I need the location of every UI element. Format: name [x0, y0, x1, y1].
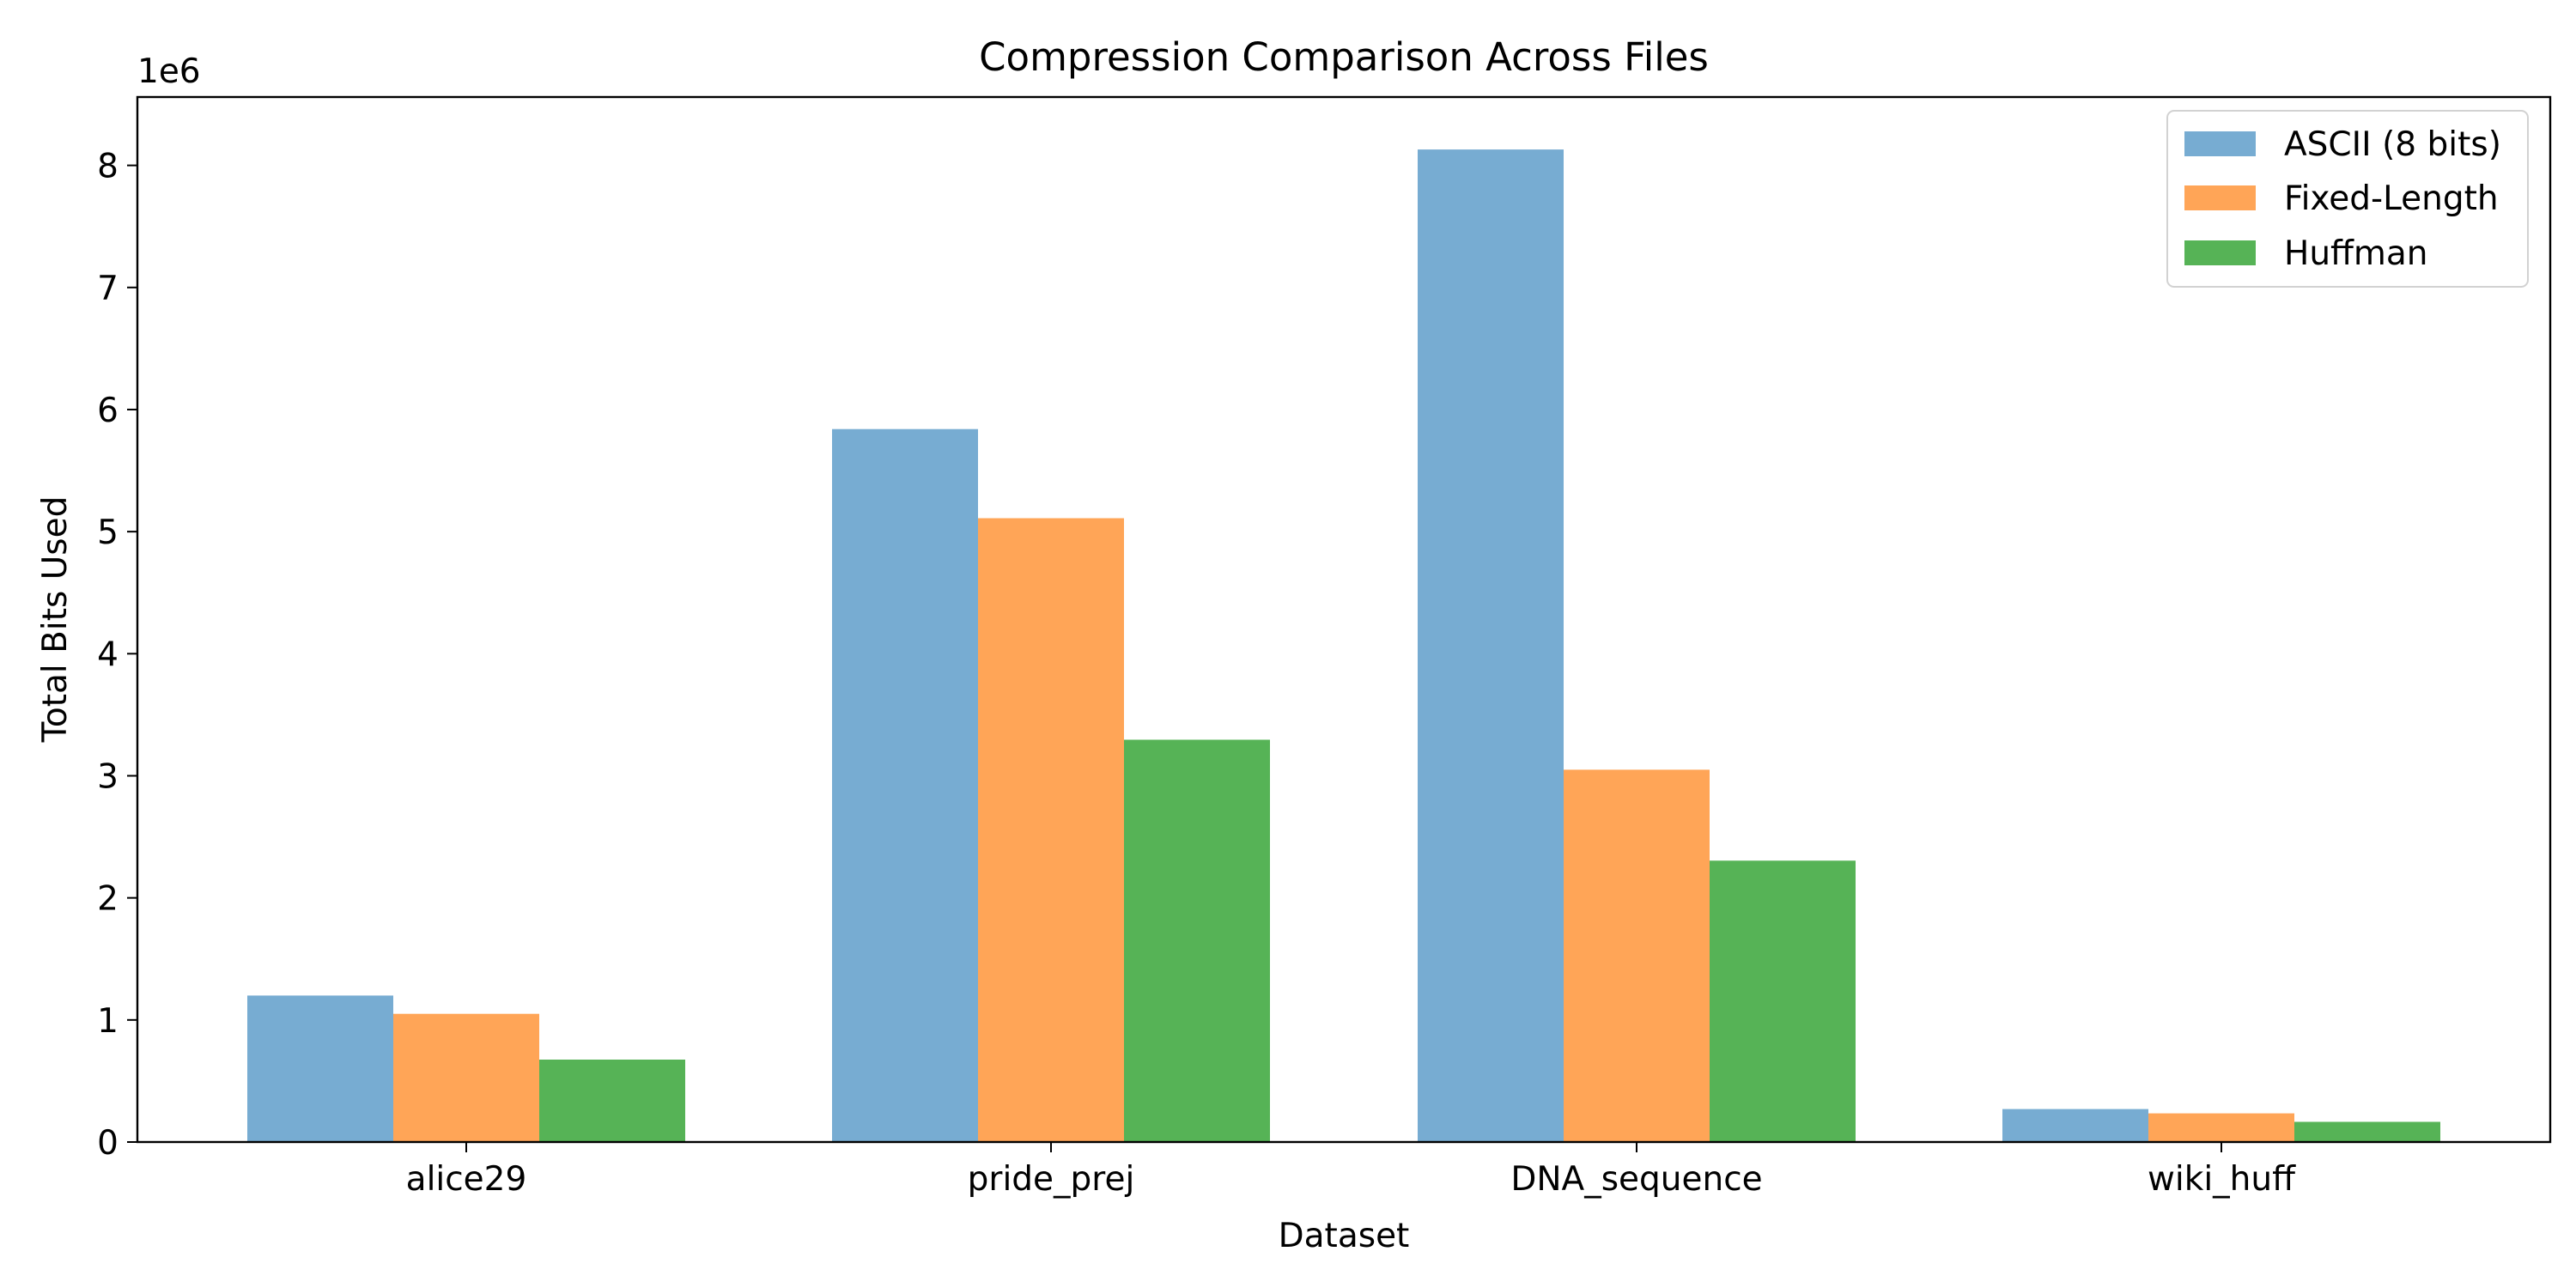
legend-swatch-huffman: [2184, 240, 2256, 265]
y-tick-label-5: 5: [97, 513, 118, 552]
y-tick-label-4: 4: [97, 635, 118, 674]
bar-pride-prej-huffman: [1124, 739, 1270, 1142]
y-tick-label-1: 1: [97, 1002, 118, 1041]
bar-pride-prej-fixed-length: [978, 518, 1124, 1142]
bar-wiki-huff-huffman: [2294, 1121, 2440, 1142]
legend-swatch-ascii: [2184, 131, 2256, 156]
x-tick-label-pride-prej: pride_prej: [968, 1160, 1135, 1199]
legend-box: [2166, 110, 2529, 288]
bars-layer: [247, 149, 2440, 1143]
y-tick-label-8: 8: [97, 148, 118, 186]
bar-dna-sequence-fixed-length: [1564, 769, 1710, 1142]
bar-wiki-huff-ascii-8-bits: [2002, 1109, 2148, 1142]
y-tick-label-3: 3: [97, 757, 118, 796]
y-tick-label-6: 6: [97, 392, 118, 430]
y-tick-label-2: 2: [97, 880, 118, 919]
bar-dna-sequence-ascii-8-bits: [1418, 149, 1564, 1143]
legend: ASCII (8 bits) Fixed-Length Huffman: [2166, 110, 2529, 288]
legend-label-fixed-length: Fixed-Length: [2284, 179, 2499, 218]
bar-alice29-huffman: [539, 1060, 685, 1142]
plot-frame: [136, 95, 2552, 1144]
legend-swatch-fixed-length: [2184, 185, 2256, 210]
y-tick-label-7: 7: [97, 270, 118, 308]
y-axis-label: Total Bits Used: [36, 496, 75, 744]
bar-dna-sequence-huffman: [1710, 860, 1856, 1142]
bar-wiki-huff-fixed-length: [2148, 1113, 2294, 1142]
chart-title: Compression Comparison Across Files: [979, 34, 1709, 80]
legend-label-ascii: ASCII (8 bits): [2284, 125, 2501, 164]
x-tick-label-dna-sequence: DNA_sequence: [1510, 1160, 1762, 1199]
ticks-layer: 0 1 2 3 4 5 6 7 8 alice29 pride_prej DNA_sequence wi…: [97, 148, 2296, 1199]
x-tick-label-wiki-huff: wiki_huff: [2148, 1160, 2296, 1199]
bar-alice29-ascii-8-bits: [247, 995, 393, 1142]
y-tick-label-0: 0: [97, 1124, 118, 1163]
bar-alice29-fixed-length: [393, 1013, 539, 1142]
x-axis-label: Dataset: [1279, 1217, 1410, 1255]
bar-pride-prej-ascii-8-bits: [832, 428, 978, 1142]
y-scale-label: 1e6: [137, 52, 201, 91]
x-tick-label-alice29: alice29: [406, 1160, 527, 1199]
legend-label-huffman: Huffman: [2284, 234, 2428, 273]
